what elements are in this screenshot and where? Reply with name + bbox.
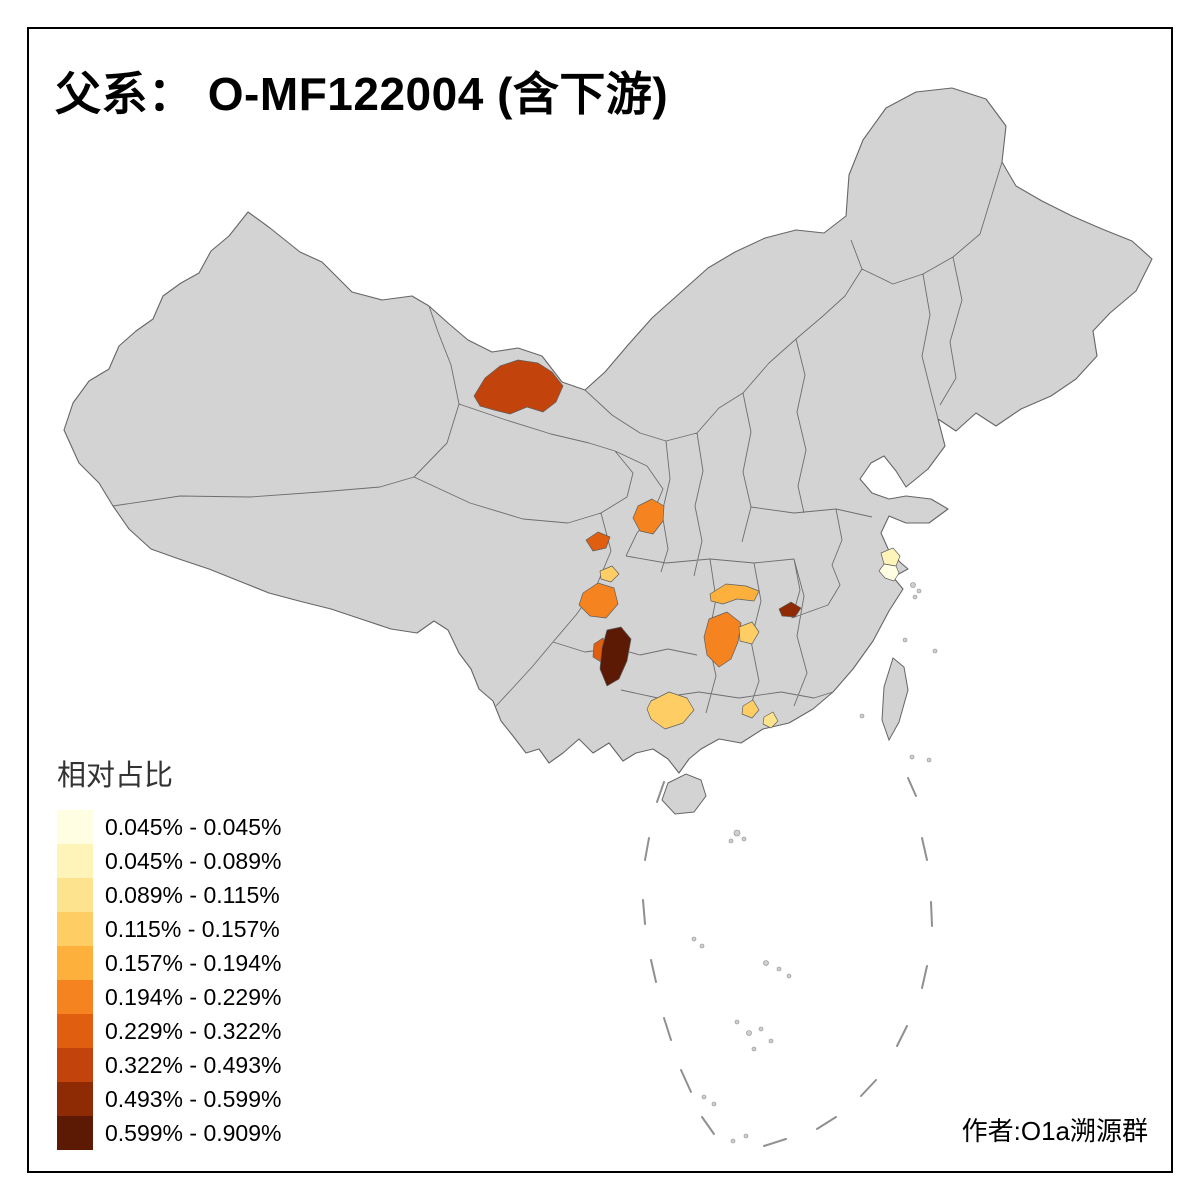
legend-swatch-color [57,946,93,980]
legend-item: 0.045% - 0.089% [57,844,281,878]
legend-label: 0.229% - 0.322% [105,1017,282,1044]
legend-swatch-color [57,1014,93,1048]
legend-item: 0.157% - 0.194% [57,946,281,980]
legend-swatch [57,980,93,1014]
region-gansu-north-strip [473,359,564,415]
legend-label: 0.045% - 0.089% [105,847,282,874]
legend-swatch-color [57,1116,93,1150]
region-hunan-north [703,611,742,668]
region-shanghai-north [880,547,901,567]
legend-label: 0.157% - 0.194% [105,949,282,976]
legend-swatch [57,1048,93,1082]
region-shanghai-south [878,563,900,582]
legend-swatch-color [57,1048,93,1082]
legend-item: 0.045% - 0.045% [57,810,281,844]
legend-swatch-color [57,1082,93,1116]
region-sichuan-southwest [578,582,619,619]
legend-swatch-color [57,844,93,878]
legend: 相对占比 0.045% - 0.045% 0.045% - 0.089% 0.0… [57,752,281,1150]
legend-swatch [57,946,93,980]
region-sichuan-central-small [599,565,620,583]
region-sichuan-northwest-sliver [585,531,611,552]
legend-item: 0.089% - 0.115% [57,878,281,912]
legend-swatch-color [57,810,93,844]
hainan-island [661,773,707,815]
legend-swatch [57,1082,93,1116]
legend-label: 0.089% - 0.115% [105,881,280,908]
legend-swatch [57,1014,93,1048]
china-mainland-shape [63,87,1153,774]
taiwan-island [881,657,909,742]
legend-item: 0.194% - 0.229% [57,980,281,1014]
small-islands-dots [691,582,938,1144]
nine-dash-line [642,777,933,1147]
region-hubei-west-strip [709,583,760,605]
legend-swatch-color [57,912,93,946]
map-title: 父系： O-MF122004 (含下游) [55,68,669,120]
region-jiangxi-west-dark [778,601,802,618]
legend-item: 0.229% - 0.322% [57,1014,281,1048]
legend-label: 0.599% - 0.909% [105,1119,282,1146]
region-guangxi-north [646,691,695,730]
legend-item: 0.115% - 0.157% [57,912,281,946]
plot-border [27,27,1173,1173]
region-guangdong-north-small [741,699,760,719]
legend-title: 相对占比 [57,760,174,792]
legend-item: 0.599% - 0.909% [57,1116,281,1150]
legend-item: 0.493% - 0.599% [57,1082,281,1116]
legend-swatch-color [57,980,93,1014]
legend-item: 0.322% - 0.493% [57,1048,281,1082]
region-hunan-northeast-small [738,621,760,645]
legend-label: 0.493% - 0.599% [105,1085,282,1112]
legend-swatch [57,1116,93,1150]
legend-swatch-color [57,878,93,912]
legend-swatch [57,810,93,844]
legend-label: 0.194% - 0.229% [105,983,282,1010]
legend-swatch [57,844,93,878]
region-gansu-south-blob [632,498,665,535]
region-guangdong-northeast-small [762,711,779,729]
legend-label: 0.045% - 0.045% [105,813,282,840]
attribution-text: 作者:O1a溯源群 [961,1116,1148,1146]
legend-swatch [57,878,93,912]
legend-label: 0.115% - 0.157% [105,915,280,942]
region-yunnan-guizhou-dark [599,626,632,687]
legend-label: 0.322% - 0.493% [105,1051,282,1078]
legend-swatch [57,912,93,946]
